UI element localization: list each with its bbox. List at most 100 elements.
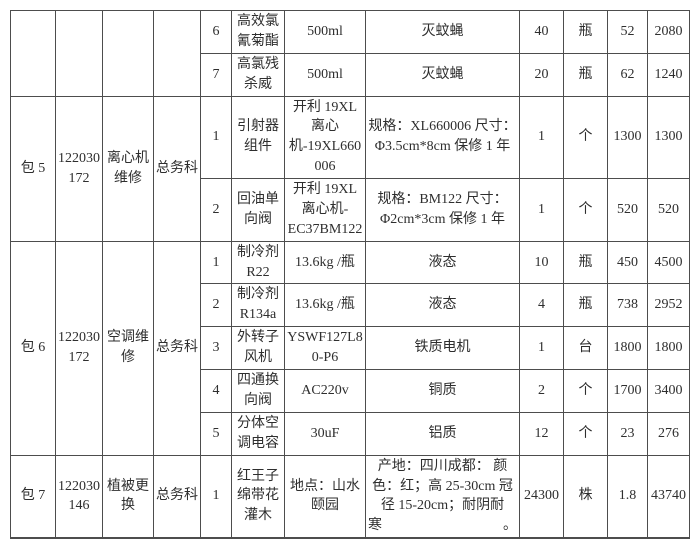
cell-code xyxy=(55,10,103,97)
cell-seq: 1 xyxy=(200,454,232,539)
cell-description: 规格：BM122 尺寸：Φ2cm*3cm 保修 1 年 xyxy=(365,178,520,242)
cell-unit-price: 23 xyxy=(607,411,648,456)
cell-seq: 5 xyxy=(200,411,232,456)
cell-item-name: 外转子风机 xyxy=(231,326,285,371)
cell-description: 铜质 xyxy=(365,369,520,413)
cell-total: 520 xyxy=(647,178,690,242)
cell-quantity: 2 xyxy=(519,369,564,413)
cell-description: 铁质电机 xyxy=(365,326,520,371)
cell-category: 空调维修 xyxy=(102,240,154,456)
cell-total: 43740 xyxy=(647,454,690,539)
cell-seq: 3 xyxy=(200,326,232,371)
table-row: 5 分体空调电容 30uF 铝质 12 个 23 276 xyxy=(11,411,690,456)
cell-quantity: 4 xyxy=(519,283,564,328)
cell-item-name: 回油单向阀 xyxy=(231,178,285,242)
cell-unit: 瓶 xyxy=(563,283,608,328)
cell-total: 3400 xyxy=(647,369,690,413)
cell-package: 包 5 xyxy=(10,95,56,242)
cell-quantity: 1 xyxy=(519,178,564,242)
cell-category xyxy=(102,10,154,97)
cell-total: 4500 xyxy=(647,240,690,285)
cell-description: 灭蚊蝇 xyxy=(365,52,520,97)
cell-package: 包 7 xyxy=(10,454,56,539)
procurement-table: 6 高效氯氰菊酯 500ml 灭蚊蝇 40 瓶 52 2080 7 高氯残杀威 … xyxy=(10,10,690,539)
cell-item-name: 高效氯氰菊酯 xyxy=(231,10,285,54)
cell-category: 离心机维修 xyxy=(102,95,154,242)
cell-code: 122030172 xyxy=(55,240,103,456)
cell-description: 液态 xyxy=(365,240,520,285)
cell-seq: 2 xyxy=(200,178,232,242)
cell-spec: 地点：山水颐园 xyxy=(284,454,366,539)
cell-total: 1240 xyxy=(647,52,690,97)
cell-unit-price: 1300 xyxy=(607,95,648,179)
cell-description: 规格：XL660006 尺寸：Φ3.5cm*8cm 保修 1 年 xyxy=(365,95,520,179)
cell-quantity: 12 xyxy=(519,411,564,456)
cell-department xyxy=(153,10,201,97)
cell-seq: 1 xyxy=(200,240,232,285)
cell-seq: 2 xyxy=(200,283,232,328)
cell-item-name: 引射器组件 xyxy=(231,95,285,179)
cell-unit-price: 52 xyxy=(607,10,648,54)
cell-package xyxy=(10,10,56,97)
cell-department: 总务科 xyxy=(153,95,201,242)
cell-total: 1300 xyxy=(647,95,690,179)
cell-spec: 500ml xyxy=(284,52,366,97)
cell-package: 包 6 xyxy=(10,240,56,456)
cell-department: 总务科 xyxy=(153,240,201,456)
cell-spec: 13.6kg /瓶 xyxy=(284,283,366,328)
cell-quantity: 1 xyxy=(519,95,564,179)
table-row: 包 6 122030172 空调维修 总务科 1 制冷剂R22 13.6kg /… xyxy=(10,240,690,456)
cell-unit: 个 xyxy=(563,411,608,456)
cell-total: 2080 xyxy=(647,10,690,54)
cell-description: 铝质 xyxy=(365,411,520,456)
cell-description: 灭蚊蝇 xyxy=(365,10,520,54)
table-row: 包 5 122030172 离心机维修 总务科 1 引射器组件 开利 19XL … xyxy=(10,95,690,242)
cell-unit: 个 xyxy=(563,369,608,413)
cell-unit-price: 62 xyxy=(607,52,648,97)
cell-item-name: 分体空调电容 xyxy=(231,411,285,456)
cell-seq: 4 xyxy=(200,369,232,413)
cell-code: 122030172 xyxy=(55,95,103,242)
cell-category: 植被更换 xyxy=(102,454,154,539)
cell-unit-price: 738 xyxy=(607,283,648,328)
cell-item-name: 制冷剂R134a xyxy=(231,283,285,328)
table-row: 包 7 122030146 植被更换 总务科 1 红王子绵带花灌木 地点：山水颐… xyxy=(10,454,690,539)
cell-spec: 500ml xyxy=(284,10,366,54)
cell-seq: 6 xyxy=(200,10,232,54)
cell-unit-price: 1.8 xyxy=(607,454,648,539)
cell-unit: 个 xyxy=(563,95,608,179)
cell-seq: 7 xyxy=(200,52,232,97)
cell-quantity: 40 xyxy=(519,10,564,54)
cell-unit: 台 xyxy=(563,326,608,371)
cell-seq: 1 xyxy=(200,95,232,179)
cell-spec: 13.6kg /瓶 xyxy=(284,240,366,285)
cell-unit-price: 520 xyxy=(607,178,648,242)
cell-unit-price: 450 xyxy=(607,240,648,285)
cell-unit-price: 1700 xyxy=(607,369,648,413)
cell-description: 产地：四川成都： 颜色：红；高 25-30cm 冠径 15-20cm；耐阴耐寒。 xyxy=(365,454,520,539)
cell-unit: 瓶 xyxy=(563,52,608,97)
cell-description: 液态 xyxy=(365,283,520,328)
cell-spec: 开利 19XL 离心机-19XL660006 xyxy=(284,95,366,179)
cell-quantity: 1 xyxy=(519,326,564,371)
table-row: 7 高氯残杀威 500ml 灭蚊蝇 20 瓶 62 1240 xyxy=(11,52,690,97)
cell-item-name: 高氯残杀威 xyxy=(231,52,285,97)
cell-quantity: 10 xyxy=(519,240,564,285)
cell-total: 276 xyxy=(647,411,690,456)
cell-total: 2952 xyxy=(647,283,690,328)
cell-unit: 个 xyxy=(563,178,608,242)
cell-unit: 瓶 xyxy=(563,10,608,54)
cell-total: 1800 xyxy=(647,326,690,371)
cell-spec: 开利 19XL 离心机-EC37BM122 xyxy=(284,178,366,242)
cell-unit: 瓶 xyxy=(563,240,608,285)
cell-unit-price: 1800 xyxy=(607,326,648,371)
cell-spec: AC220v xyxy=(284,369,366,413)
cell-spec: YSWF127L80-P6 xyxy=(284,326,366,371)
cell-unit: 株 xyxy=(563,454,608,539)
table-row: 3 外转子风机 YSWF127L80-P6 铁质电机 1 台 1800 1800 xyxy=(11,326,690,371)
table-row: 6 高效氯氰菊酯 500ml 灭蚊蝇 40 瓶 52 2080 xyxy=(10,10,690,97)
cell-code: 122030146 xyxy=(55,454,103,539)
cell-item-name: 制冷剂R22 xyxy=(231,240,285,285)
cell-spec: 30uF xyxy=(284,411,366,456)
cell-item-name: 四通换向阀 xyxy=(231,369,285,413)
